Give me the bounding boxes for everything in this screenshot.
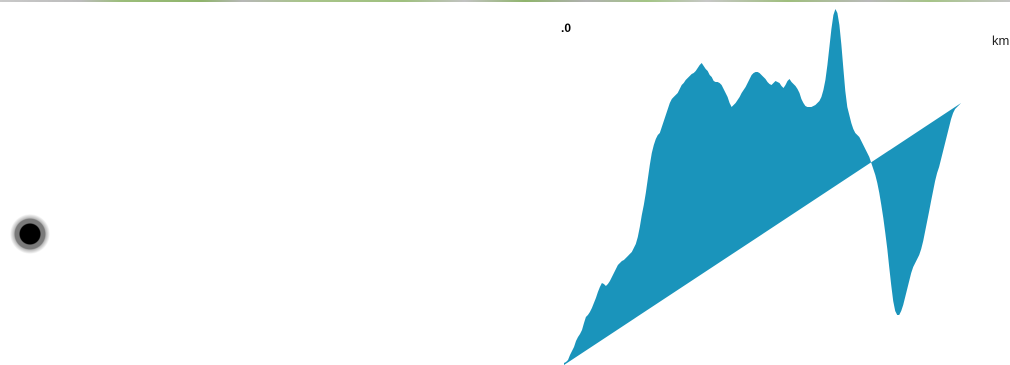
elevation-area-series[interactable] (564, 9, 962, 365)
position-marker-icon[interactable] (10, 214, 50, 254)
map-strip (0, 0, 1010, 2)
y-axis-tick-label: .0 (561, 21, 572, 35)
distance-unit-label: km (992, 33, 1010, 48)
